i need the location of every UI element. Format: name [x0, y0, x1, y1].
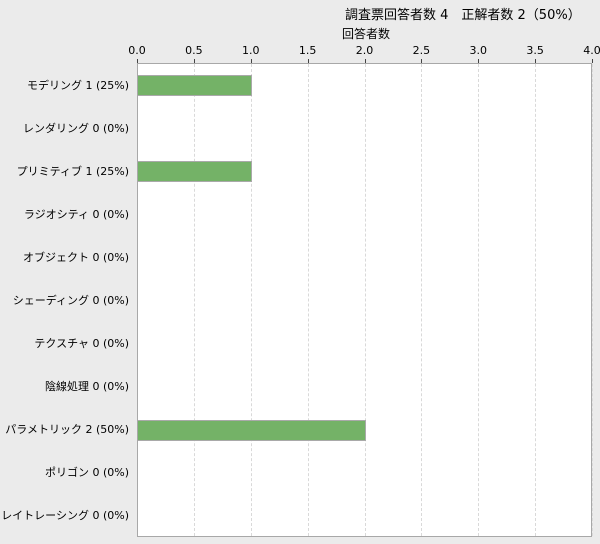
x-tick-label: 4.0	[583, 44, 600, 57]
x-tick-mark	[137, 59, 138, 63]
plot-area	[137, 63, 593, 537]
category-label: プリミティブ 1 (25%)	[16, 164, 129, 178]
x-tick-mark	[535, 59, 537, 63]
category-label: テクスチャ 0 (0%)	[34, 337, 129, 351]
x-tick-label: 3.5	[526, 44, 544, 57]
gridline	[307, 64, 309, 536]
bar-モデリング	[138, 75, 252, 97]
x-tick-mark	[478, 59, 480, 63]
gridline	[250, 64, 252, 536]
category-label: レイトレーシング 0 (0%)	[1, 509, 129, 523]
bar-プリミティブ	[138, 161, 252, 183]
gridline	[535, 64, 537, 536]
x-tick-mark	[421, 59, 423, 63]
category-label: パラメトリック 2 (50%)	[5, 423, 129, 437]
gridline	[364, 64, 366, 536]
x-tick-mark	[592, 59, 593, 63]
x-tick-label: 1.0	[242, 44, 260, 57]
x-tick-label: 2.0	[355, 44, 374, 57]
x-tick-label: 1.5	[298, 44, 317, 57]
category-label: ポリゴン 0 (0%)	[44, 466, 129, 480]
x-tick-label: 2.5	[412, 44, 431, 57]
x-tick-label: 0.0	[128, 44, 146, 57]
category-label: オブジェクト 0 (0%)	[22, 250, 129, 264]
x-tick-mark	[364, 59, 366, 63]
category-label: シェーディング 0 (0%)	[12, 294, 129, 307]
bar-パラメトリック	[138, 419, 366, 441]
x-tick-mark	[250, 59, 252, 63]
x-tick-mark	[307, 59, 309, 63]
x-tick-mark	[193, 59, 195, 63]
gridline	[421, 64, 423, 536]
category-label: モデリング 1 (25%)	[26, 78, 129, 92]
gridline	[592, 64, 593, 536]
gridline	[193, 64, 195, 536]
category-label: 陰線処理 0 (0%)	[44, 380, 129, 394]
x-tick-label: 3.0	[469, 44, 488, 57]
chart-title: 調査票回答者数 4 正解者数 2（50%）	[345, 8, 581, 23]
x-tick-label: 0.5	[185, 44, 203, 57]
category-label: レンダリング 0 (0%)	[22, 121, 129, 135]
category-label: ラジオシティ 0 (0%)	[23, 207, 129, 221]
x-axis-title: 回答者数	[342, 27, 391, 41]
gridline	[478, 64, 480, 536]
